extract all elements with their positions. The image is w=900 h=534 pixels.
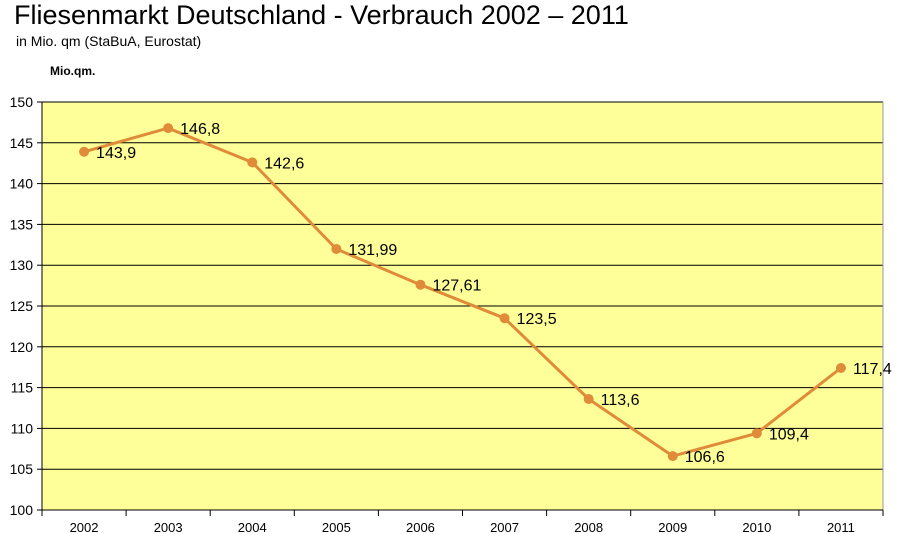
data-label: 123,5 xyxy=(517,311,557,328)
data-point xyxy=(415,279,426,290)
x-tick-label: 2002 xyxy=(70,520,99,534)
x-tick-label: 2010 xyxy=(742,520,771,534)
data-label: 117,4 xyxy=(853,361,892,378)
x-axis: 2002 2003 2004 2005 2006 2007 2008 2009 2010 2011 xyxy=(41,509,884,534)
data-point xyxy=(667,451,678,462)
data-point xyxy=(835,363,846,374)
data-point xyxy=(163,123,174,134)
data-point xyxy=(751,428,762,439)
y-tick-label: 100 xyxy=(10,502,34,518)
y-tick-label: 110 xyxy=(11,420,34,436)
data-point xyxy=(247,157,258,168)
y-tick-label: 150 xyxy=(10,94,34,110)
x-tick-label: 2003 xyxy=(154,520,183,534)
y-tick-label: 130 xyxy=(10,257,34,273)
y-tick-label: 115 xyxy=(11,380,34,396)
x-tick-label: 2004 xyxy=(238,520,267,534)
chart-title: Fliesenmarkt Deutschland - Verbrauch 200… xyxy=(14,0,629,30)
data-label: 109,4 xyxy=(769,426,809,443)
data-point xyxy=(499,313,510,324)
y-tick-label: 145 xyxy=(10,135,34,151)
data-point xyxy=(79,146,90,157)
y-axis-unit-label: Mio.qm. xyxy=(50,64,96,78)
y-tick-label: 135 xyxy=(10,216,34,232)
data-label: 131,99 xyxy=(348,242,397,259)
x-tick-label: 2009 xyxy=(658,520,687,534)
y-tick-label: 120 xyxy=(10,339,34,355)
series-line xyxy=(83,126,842,458)
data-label: 146,8 xyxy=(180,121,220,138)
chart-subtitle: in Mio. qm (StaBuA, Eurostat) xyxy=(16,33,202,49)
data-label: 106,6 xyxy=(685,449,725,466)
x-tick-label: 2011 xyxy=(827,520,855,534)
y-axis: 100 105 110 115 120 125 130 135 140 145 150 xyxy=(10,94,43,518)
y-tick-label: 125 xyxy=(10,298,34,314)
x-tick-label: 2006 xyxy=(406,520,435,534)
x-tick-label: 2005 xyxy=(322,520,351,534)
y-tick-label: 140 xyxy=(10,176,34,192)
data-point xyxy=(583,394,594,405)
x-tick-label: 2008 xyxy=(574,520,603,534)
data-point xyxy=(331,243,342,254)
y-tick-label: 105 xyxy=(10,461,34,477)
data-label: 127,61 xyxy=(432,278,481,295)
data-label: 143,9 xyxy=(96,145,136,162)
series-verbrauch: 143,9 146,8 142,6 131,99 127,61 123,5 113,6 106… xyxy=(79,121,892,466)
data-label: 142,6 xyxy=(264,155,304,172)
data-label: 113,6 xyxy=(601,392,640,409)
x-tick-label: 2007 xyxy=(490,520,519,534)
